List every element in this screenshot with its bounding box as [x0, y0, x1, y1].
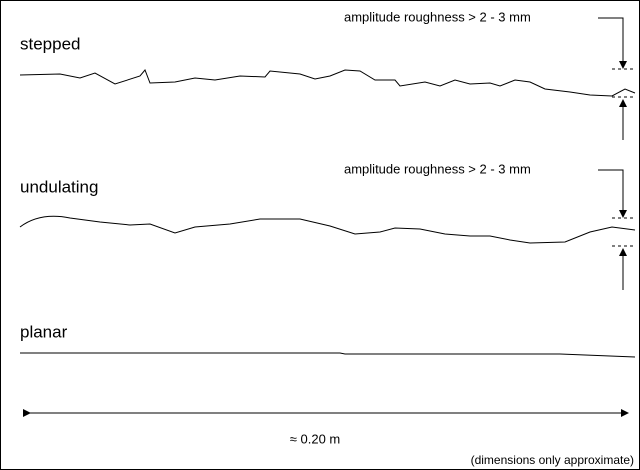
- profile-label: undulating: [20, 177, 98, 196]
- profile-label: planar: [20, 322, 68, 341]
- note: (dimensions only approximate): [471, 453, 634, 467]
- stepped-profile: [19, 69, 636, 97]
- scale-label: ≈ 0.20 m: [290, 431, 341, 446]
- annotation: amplitude roughness > 2 - 3 mm: [344, 161, 531, 176]
- annotation: amplitude roughness > 2 - 3 mm: [344, 9, 531, 24]
- undulating-profile: [19, 215, 636, 244]
- arrow: [598, 17, 627, 69]
- profile-label: stepped: [20, 34, 81, 53]
- planar-profile: [20, 352, 636, 358]
- arrow: [598, 169, 627, 218]
